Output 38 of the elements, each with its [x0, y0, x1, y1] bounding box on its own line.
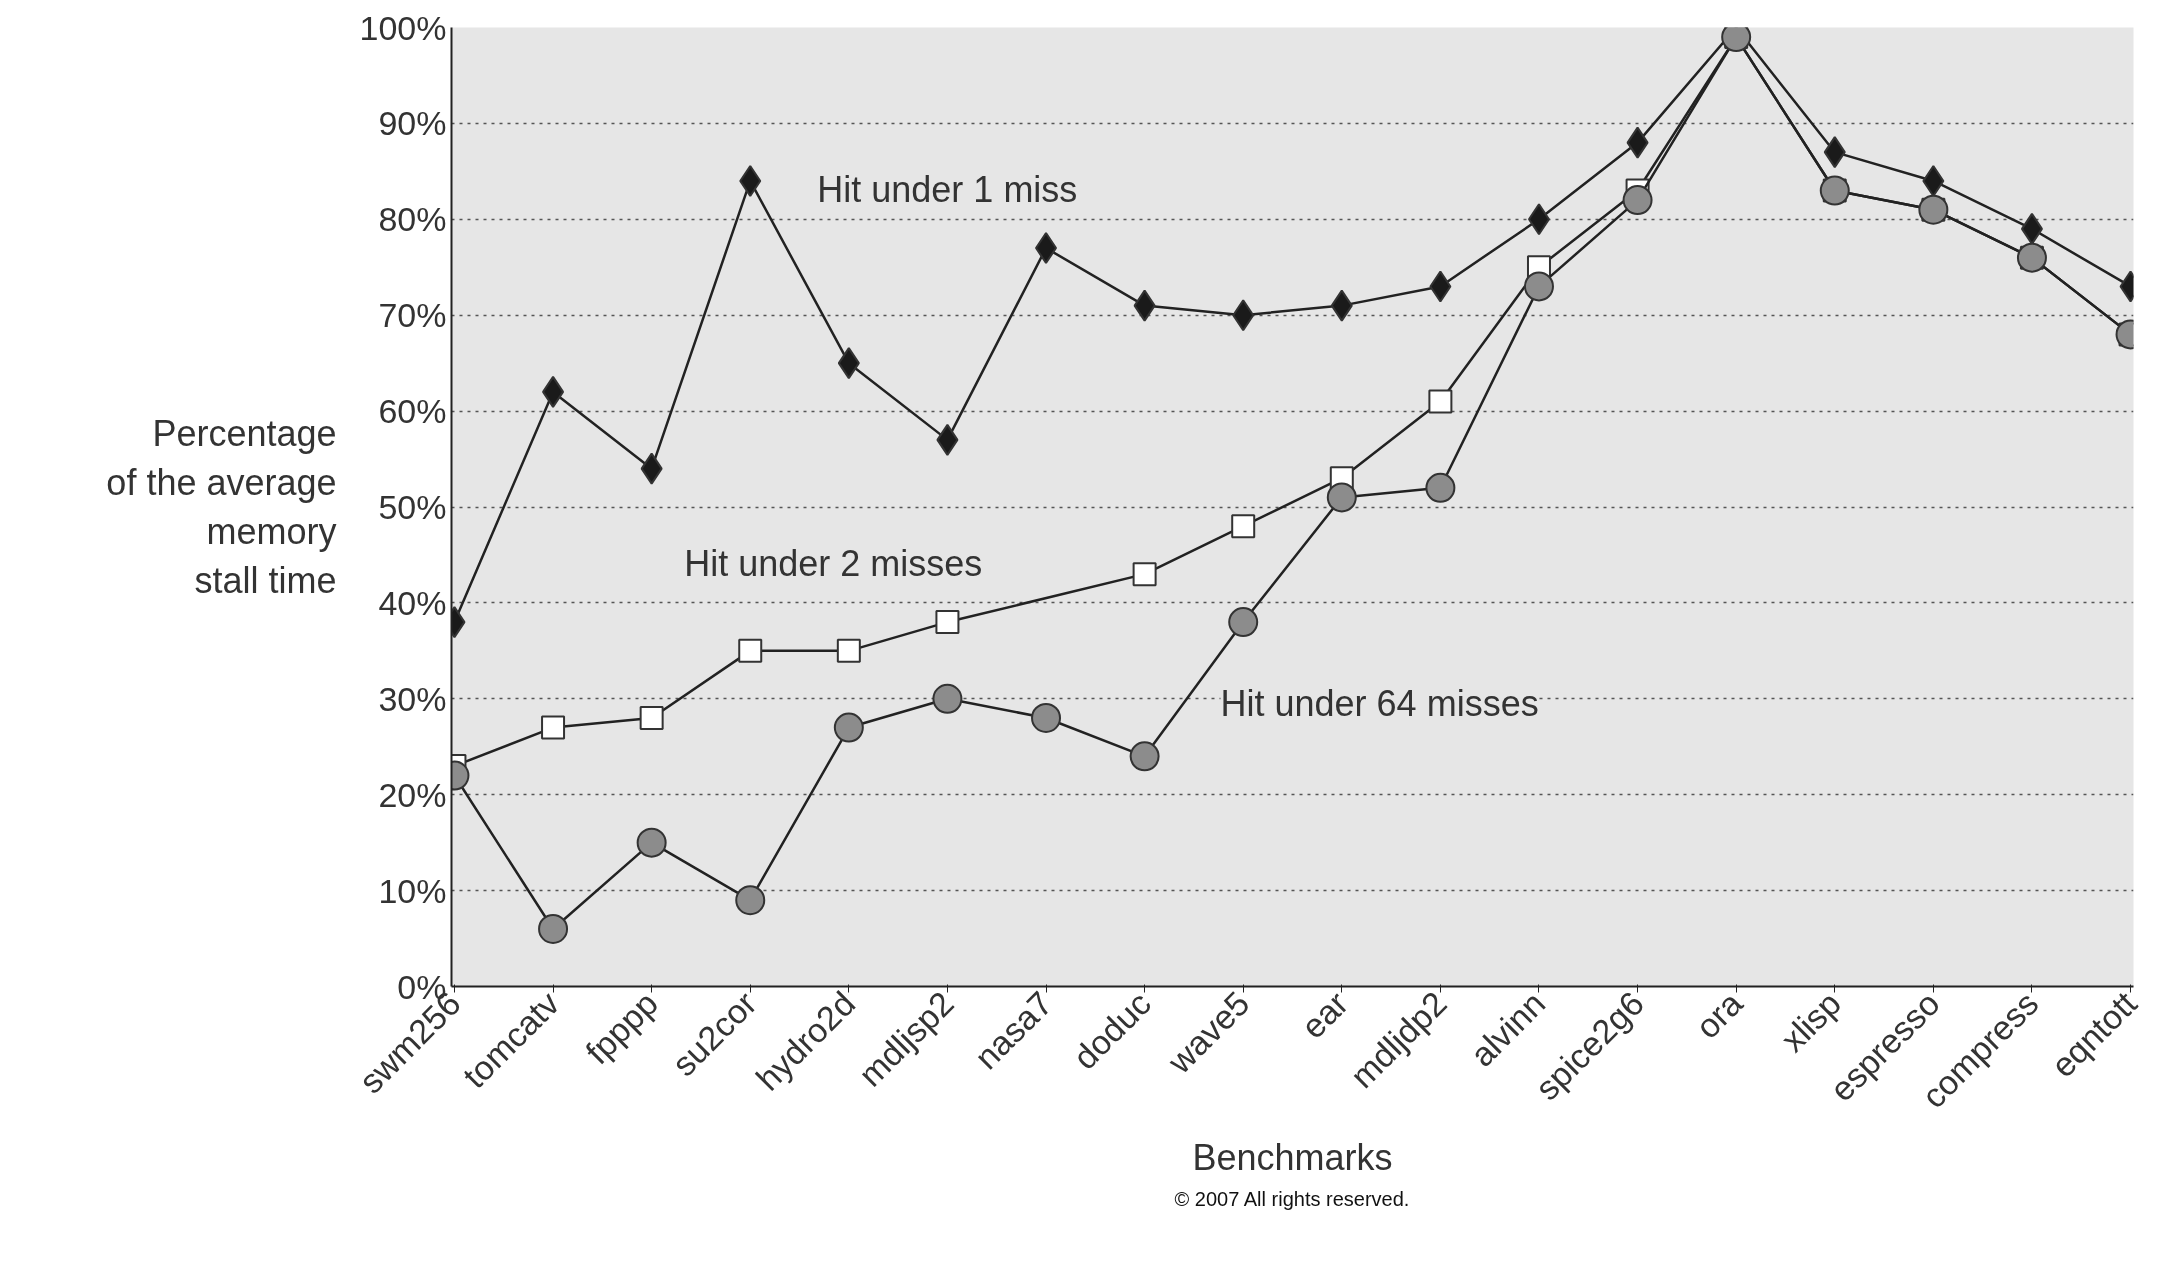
y-tick-label: 60%: [378, 392, 447, 431]
point: [1228, 607, 1259, 638]
point: [932, 683, 963, 714]
y-tick-label: 20%: [378, 775, 447, 814]
point: [1523, 271, 1554, 302]
point: [636, 827, 667, 858]
point: [935, 610, 960, 635]
point: [639, 705, 664, 730]
text: © 2007 All rights reserved.: [1174, 1187, 1410, 1210]
y-tick-label: 50%: [378, 488, 447, 526]
series-label: Hit under 1 miss: [817, 169, 1078, 211]
y-axis-title: Percentage of the average memory stall time: [106, 412, 337, 602]
series-label: Hit under 2 misses: [684, 543, 983, 585]
point: [1425, 472, 1456, 503]
point: [1326, 482, 1357, 513]
x-tick-label: ear: [1293, 984, 1356, 1046]
y-tick-label: 80%: [378, 200, 447, 239]
point: [836, 638, 861, 663]
y-tick-label: 90%: [378, 104, 447, 143]
point: [735, 885, 766, 916]
point: [1622, 185, 1653, 216]
point: [1132, 562, 1157, 587]
point: [1231, 514, 1256, 539]
point: [541, 715, 566, 740]
point: [738, 638, 763, 663]
point: [1129, 741, 1160, 772]
point: [538, 913, 569, 944]
y-tick-label: 10%: [378, 871, 447, 910]
point: [833, 712, 864, 743]
x-tick-label: ora: [1687, 984, 1750, 1046]
y-tick-label: 70%: [378, 296, 447, 335]
y-tick-label: 30%: [378, 679, 447, 718]
y-tick-label: 100%: [359, 8, 447, 47]
x-axis-title: Benchmarks: [1192, 1136, 1393, 1178]
y-tick-label: 40%: [378, 583, 447, 622]
point: [1031, 703, 1062, 733]
series-label: Hit under 64 misses: [1220, 683, 1539, 725]
point: [1428, 389, 1453, 414]
